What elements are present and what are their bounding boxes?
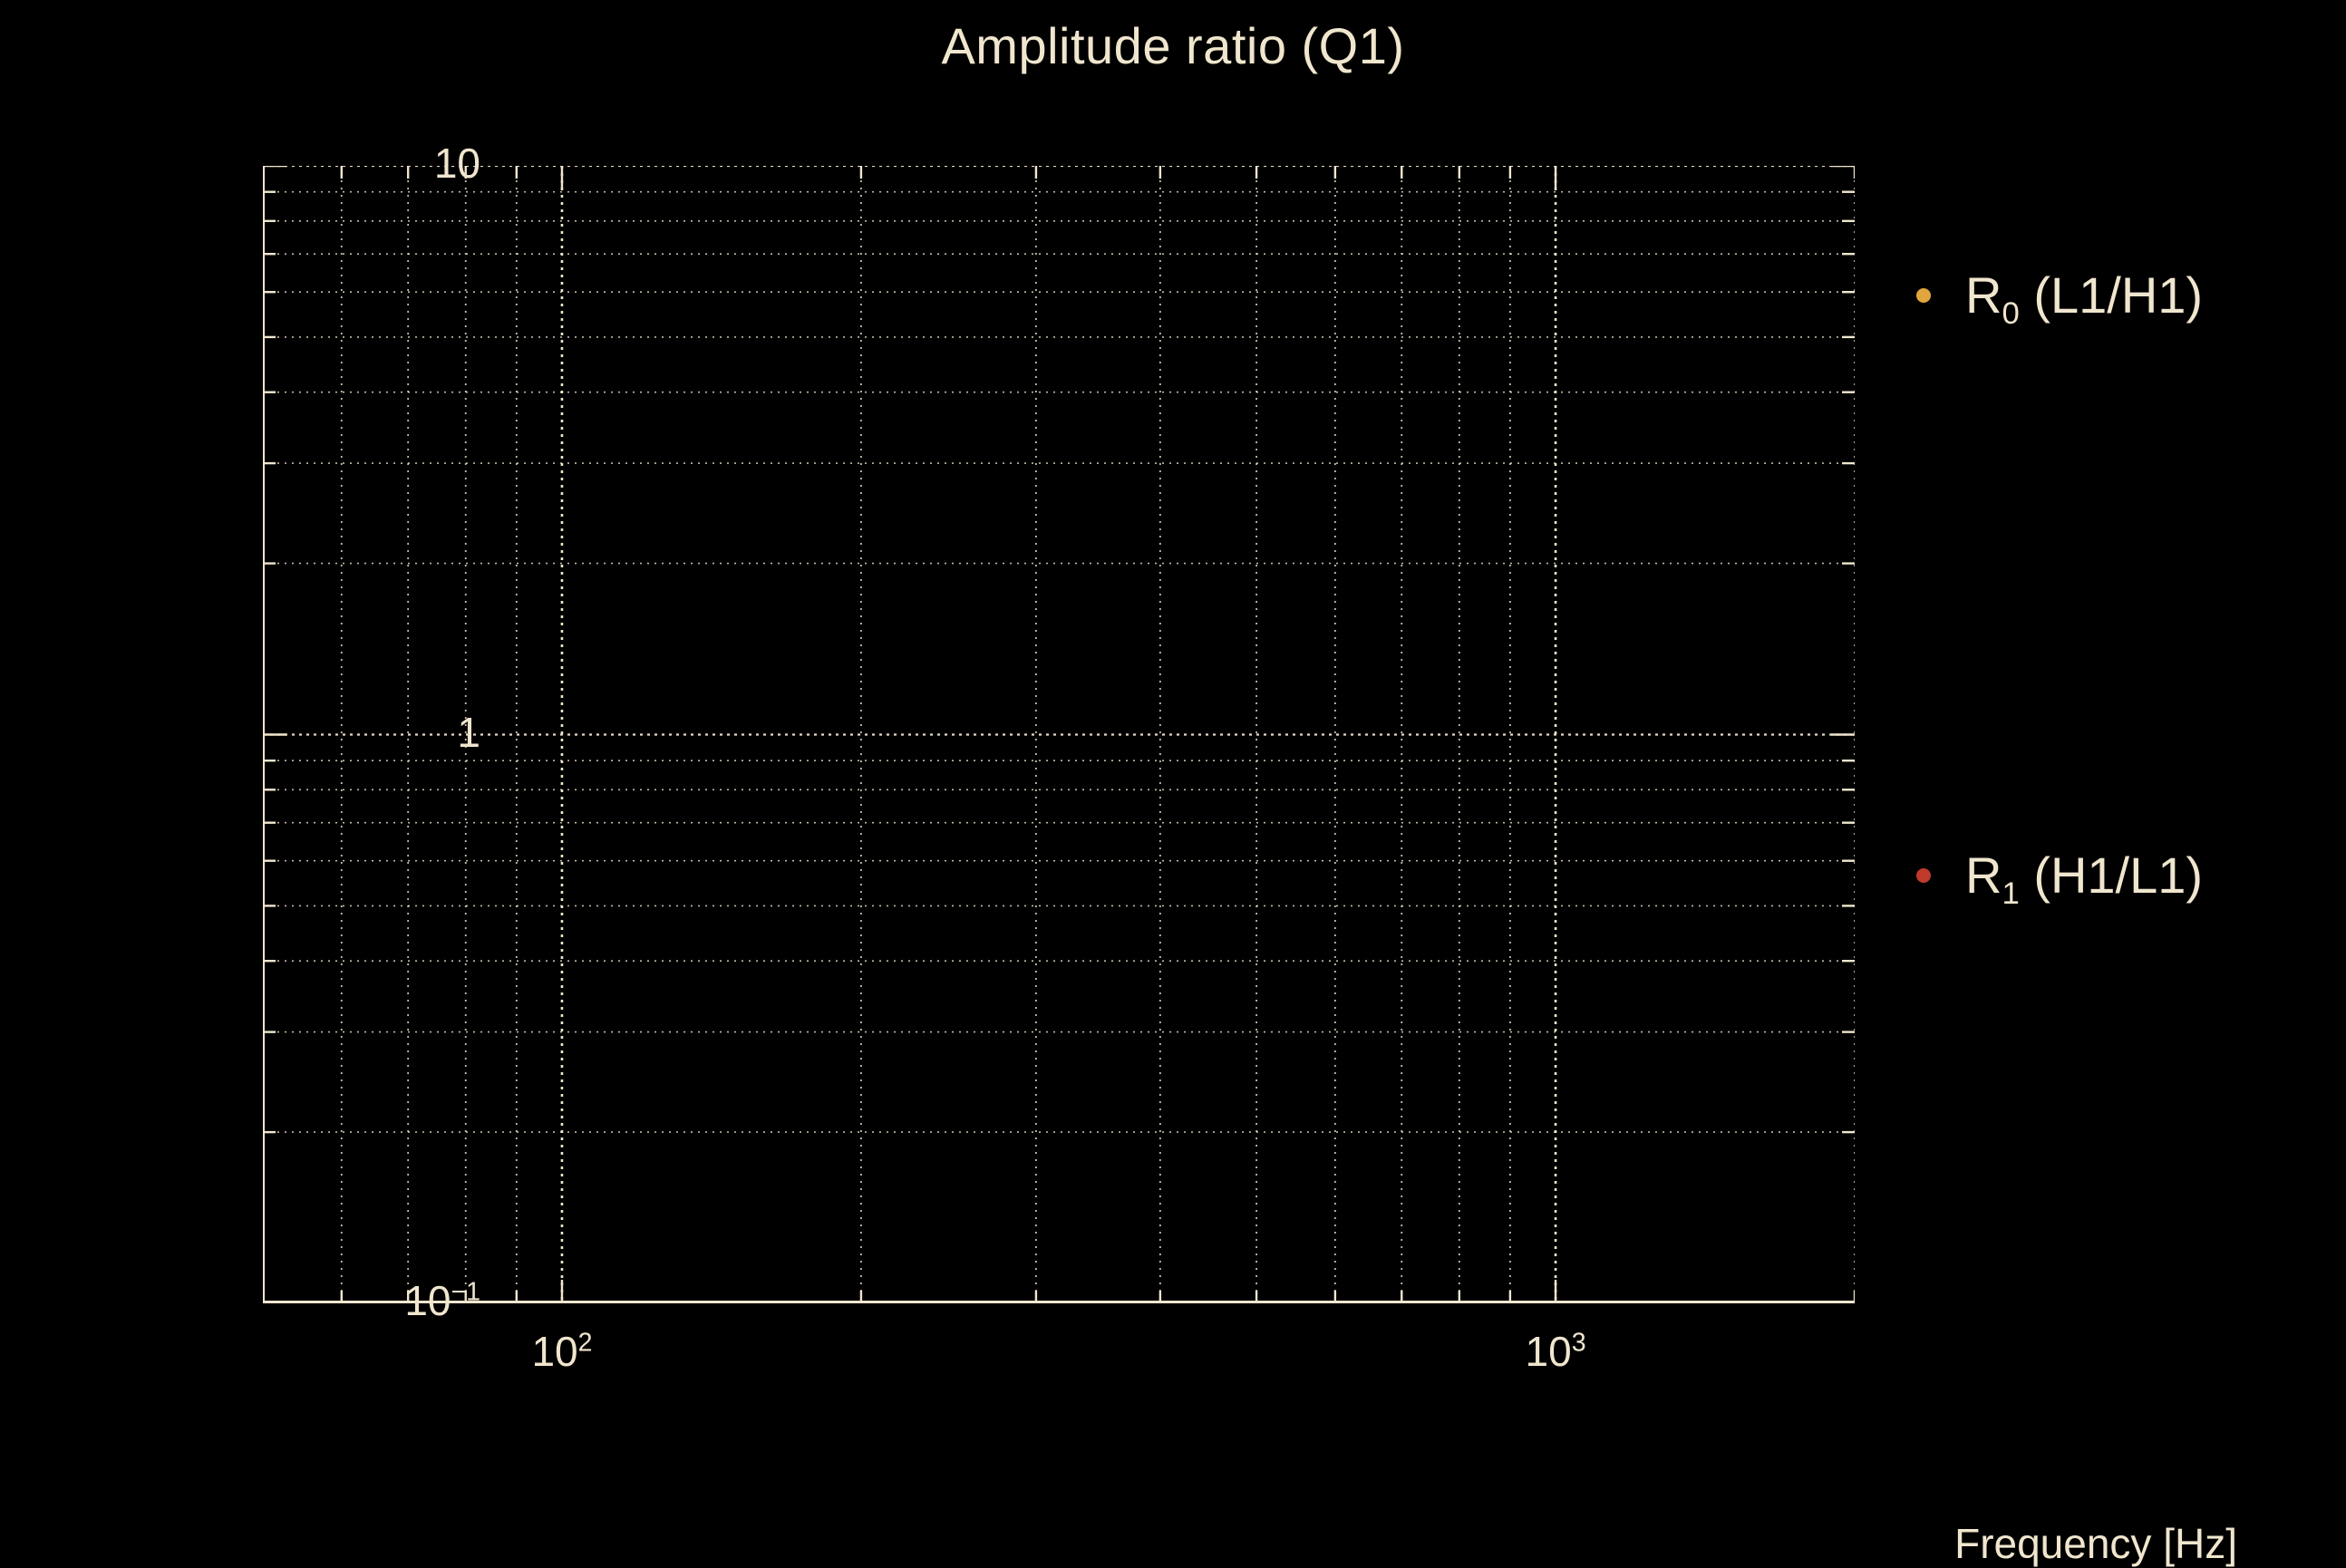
data-series-layer <box>263 166 1855 1303</box>
x-tick-label: 103 <box>1525 1328 1586 1375</box>
chart-legend: R0 (L1/H1) R1 (H1/L1) <box>1895 166 2321 1303</box>
legend-label: R1 (H1/L1) <box>1965 847 2204 912</box>
y-tick-label: 10−1 <box>404 1277 480 1324</box>
legend-label: R0 (L1/H1) <box>1965 266 2204 332</box>
legend-entry-1[interactable]: R1 (H1/L1) <box>1895 847 2204 912</box>
grid-lines <box>263 166 1855 1303</box>
y-tick-label: 1 <box>457 708 480 756</box>
chart-title: Amplitude ratio (Q1) <box>941 17 1405 74</box>
legend-marker-icon <box>1916 288 1931 303</box>
y-tick-label: 10 <box>433 140 480 187</box>
x-axis-title: Frequency [Hz] <box>1954 1520 2237 1567</box>
legend-entry-0[interactable]: R0 (L1/H1) <box>1895 266 2204 332</box>
plot-area <box>263 166 1855 1303</box>
x-tick-label: 102 <box>531 1328 593 1375</box>
legend-marker-icon <box>1916 868 1931 883</box>
